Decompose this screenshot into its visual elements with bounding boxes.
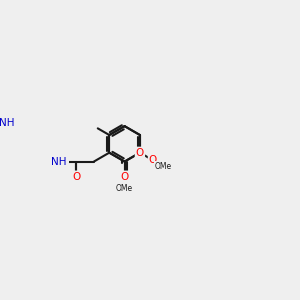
Text: O: O — [121, 172, 129, 182]
Text: O: O — [136, 148, 144, 158]
Text: OMe: OMe — [155, 162, 172, 171]
Text: NH: NH — [0, 118, 15, 128]
Text: OMe: OMe — [116, 184, 133, 194]
Text: NH: NH — [51, 157, 66, 166]
Text: O: O — [72, 172, 80, 182]
Text: O: O — [121, 172, 129, 182]
Text: O: O — [149, 155, 157, 165]
